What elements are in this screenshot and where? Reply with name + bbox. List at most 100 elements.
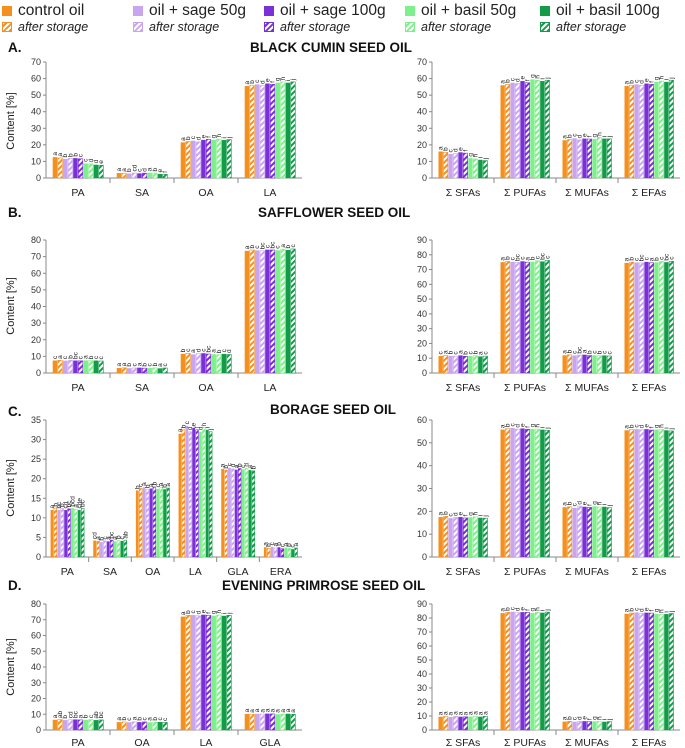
significance-letter: d [142,168,149,172]
significance-letter: c [264,244,271,248]
y-tick-label: 50 [417,438,427,448]
bar [562,355,567,373]
significance-letter: a [247,465,254,469]
significance-letter: a [147,167,154,171]
bar [126,722,132,730]
significance-letter: f [206,136,213,138]
bar [156,488,160,557]
panel-title-d: EVENING PRIMROSE SEED OIL [222,578,426,593]
significance-letter: f [586,718,593,720]
legend-swatch-basil-50g [405,6,415,16]
bar [530,261,535,373]
bar [93,360,99,373]
bar [510,261,515,373]
significance-letter: d [187,426,194,430]
significance-letter: e [644,424,651,428]
significance-letter: bc [109,531,116,539]
bar [572,138,577,178]
bar [567,354,573,374]
y-tick-label: 70 [31,57,41,67]
significance-letter: c [155,483,162,487]
significance-letter: g [653,608,660,612]
bar [208,431,213,558]
bar [602,506,607,557]
bar [648,612,654,731]
bar [195,141,201,179]
y-tick-label: 10 [417,353,427,363]
significance-letter: bc [663,253,670,261]
bar [515,428,521,558]
significance-letter: a [270,708,277,712]
bar [582,721,587,730]
significance-letter: a [211,349,218,353]
bar [582,506,587,557]
significance-letter: b [505,79,512,83]
bar [664,262,669,373]
significance-letter: c [221,348,228,352]
y-tick-label: 25 [31,454,41,464]
significance-letter: a [562,502,569,506]
significance-letter: a [562,350,569,354]
significance-letter: c [510,422,517,426]
bar [185,425,189,557]
significance-letter: f [648,427,655,429]
bar [664,81,669,178]
bar [180,142,186,178]
bar [277,547,281,557]
bar [468,158,473,178]
significance-letter: d [515,424,522,428]
significance-letter: a [180,137,187,141]
bar [592,139,597,178]
bar [181,429,186,558]
bar [280,81,286,179]
y-tick-label: 80 [31,235,41,245]
bar [658,429,664,558]
bar [634,429,639,557]
bar [540,612,545,730]
significance-letter: d [515,78,522,82]
significance-letter: b [505,256,512,260]
significance-letter: a [500,80,507,84]
bar [468,716,473,730]
bar [596,355,602,374]
significance-letter: a [57,152,64,156]
significance-letter: c [254,245,261,249]
bar [78,360,84,374]
y-tick-label: 50 [417,655,427,665]
y-tick-label: 40 [31,302,41,312]
significance-letter: e [264,78,271,82]
significance-letter: a [190,349,197,353]
significance-letter: h [596,716,603,720]
bar [185,353,191,374]
significance-letter: a [177,428,184,432]
significance-letter: c [634,607,641,611]
bar [201,614,206,730]
significance-letter: b [185,136,192,140]
bar [520,428,525,557]
bar [510,427,515,557]
bar [244,250,250,373]
bar [644,429,649,557]
x-category-label: SA [135,187,149,199]
x-category-label: PA [71,382,84,394]
significance-letter: b [126,168,133,172]
bar [572,507,577,557]
panel-letter-b: B. [8,205,22,220]
y-tick-label: 20 [417,506,427,516]
panel-letter-d: D. [8,578,22,593]
y-tick-label: 30 [31,678,41,688]
significance-letter: b [596,350,603,354]
significance-letter: b [83,714,90,718]
bar [251,470,256,558]
legend-label: oil + sage 100g [280,2,386,19]
significance-letter: c [162,717,169,721]
y-tick-label: 30 [31,318,41,328]
legend-swatch-hatched [540,22,550,32]
bar [458,716,463,730]
bar [93,540,97,557]
significance-letter: b [443,511,450,515]
bar [275,714,280,730]
y-tick-label: 80 [31,599,41,609]
bar [205,429,209,557]
